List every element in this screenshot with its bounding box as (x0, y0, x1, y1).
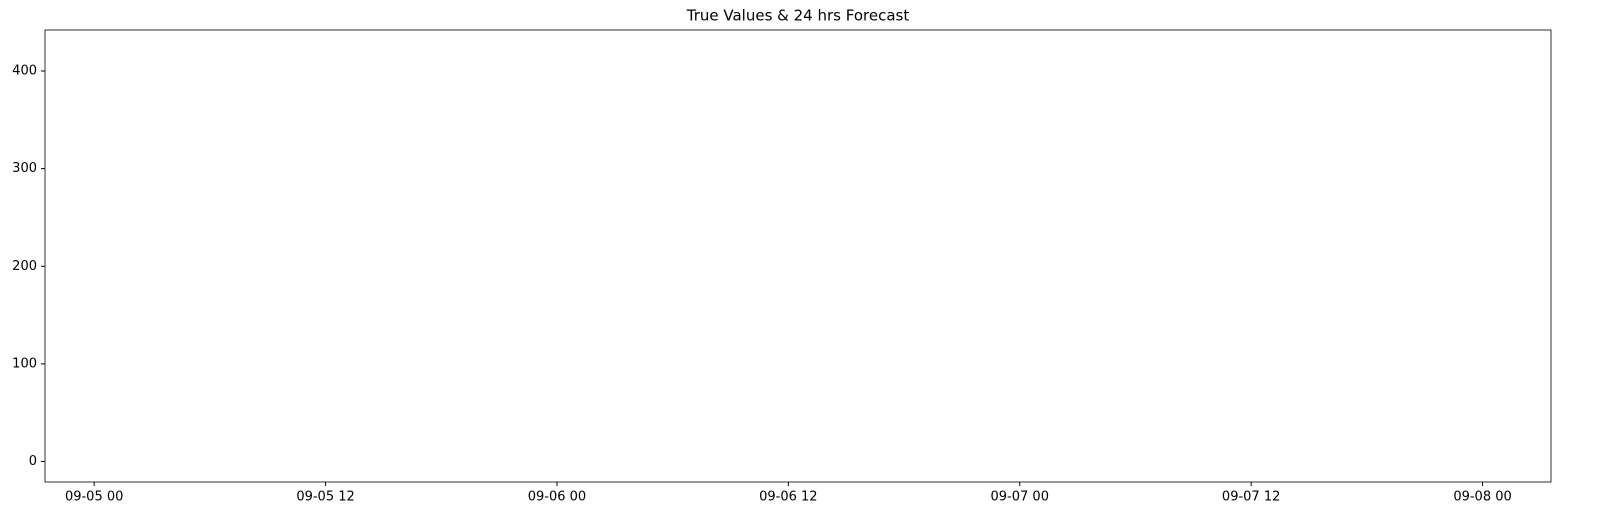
y-tick-label: 300 (12, 161, 37, 176)
y-tick-label: 400 (12, 64, 37, 79)
x-tick-label: 09-05 00 (65, 490, 123, 505)
y-tick-label: 0 (29, 454, 37, 469)
y-tick-label: 100 (12, 356, 37, 371)
x-tick-label: 09-08 00 (1453, 490, 1511, 505)
chart-title: True Values & 24 hrs Forecast (686, 7, 910, 25)
x-tick-label: 09-06 12 (759, 490, 817, 505)
x-tick-label: 09-07 12 (1222, 490, 1280, 505)
x-tick-label: 09-07 00 (991, 490, 1049, 505)
plot-frame (44, 29, 1552, 483)
y-tick-label: 200 (12, 259, 37, 274)
x-tick-label: 09-05 12 (296, 490, 354, 505)
x-tick-label: 09-06 00 (528, 490, 586, 505)
